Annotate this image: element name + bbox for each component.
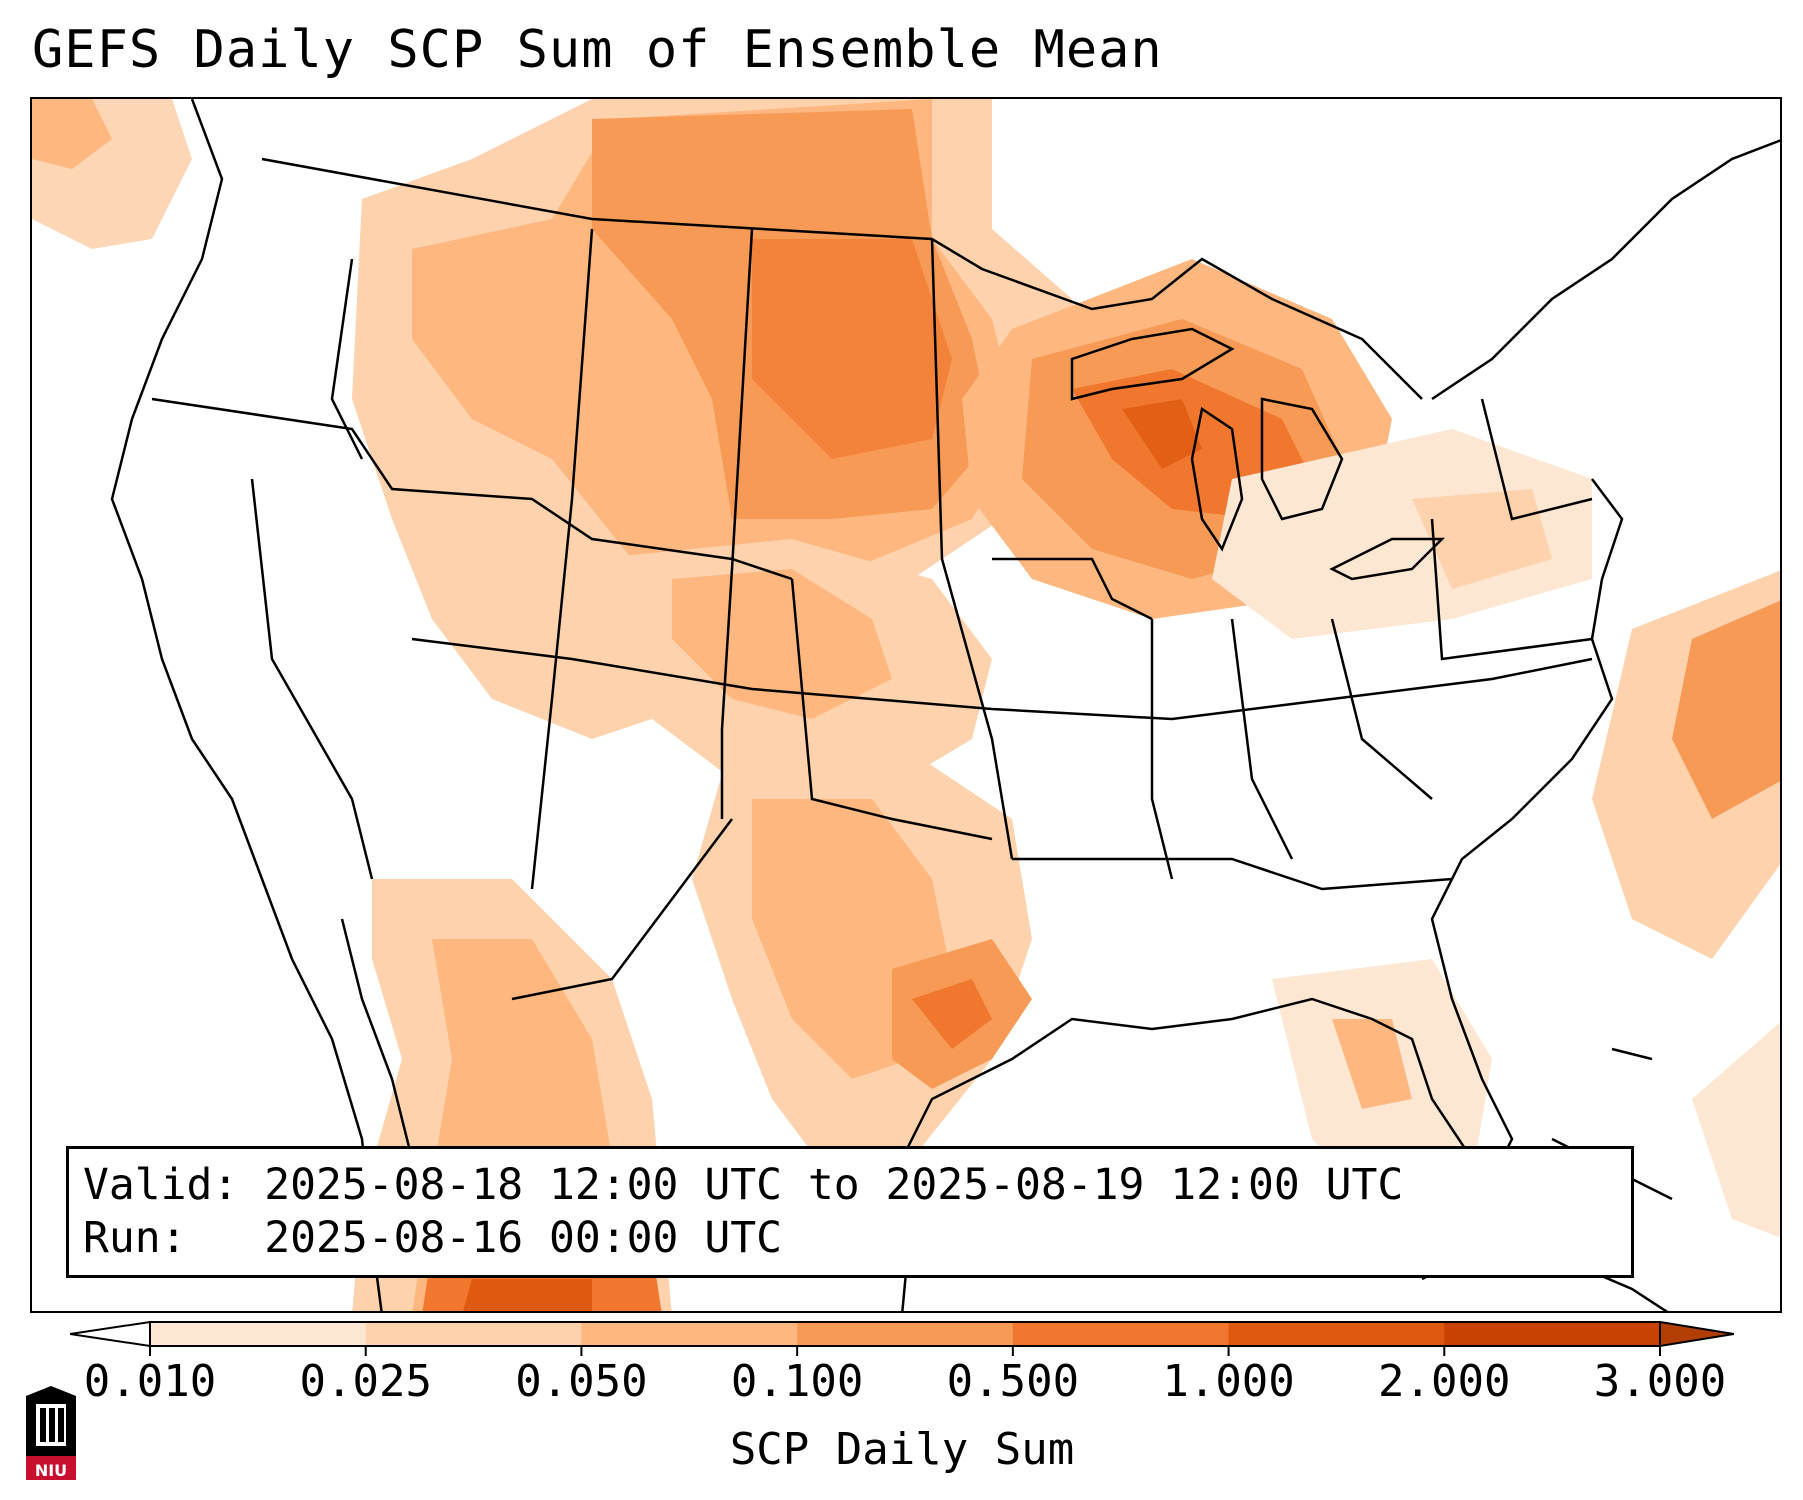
colorbar-tick-label: 0.500 [946, 1356, 1080, 1407]
coastlines-and-borders [110, 99, 1780, 1311]
colorbar-tick-label: 0.050 [515, 1356, 648, 1407]
colorbar-segment [1012, 1322, 1230, 1346]
colorbar-segments [149, 1321, 1661, 1347]
colorbar-tick-label: 0.100 [730, 1356, 864, 1407]
colorbar-extend-max [1659, 1320, 1734, 1348]
colorbar-tick-label: 0.010 [83, 1356, 217, 1407]
scp-shading [32, 99, 1780, 1311]
colorbar-tick-label: 2.000 [1378, 1356, 1511, 1407]
map-svg [32, 99, 1780, 1311]
run-time-text: Run: 2025-08-16 00:00 UTC [83, 1213, 782, 1263]
map-panel [30, 97, 1782, 1313]
colorbar-segment [150, 1322, 367, 1346]
chart-title: GEFS Daily SCP Sum of Ensemble Mean [32, 20, 1163, 80]
colorbar-tick-label: 0.025 [299, 1356, 432, 1407]
niu-logo-text: NIU [35, 1461, 67, 1480]
colorbar-segment [1444, 1322, 1661, 1346]
colorbar-extend-min [70, 1320, 151, 1348]
valid-run-info-box: Valid: 2025-08-18 12:00 UTC to 2025-08-1… [66, 1146, 1634, 1278]
colorbar-label: SCP Daily Sum [729, 1424, 1075, 1475]
colorbar-tick-label: 1.000 [1162, 1356, 1295, 1407]
colorbar-ticks [149, 1346, 1661, 1356]
colorbar-segment [1228, 1322, 1445, 1346]
colorbar-segment [581, 1322, 798, 1346]
colorbar-tick-label: 3.000 [1593, 1356, 1727, 1407]
colorbar-segment [797, 1322, 1014, 1346]
colorbar-segment [365, 1322, 582, 1346]
niu-logo: NIU [26, 1386, 76, 1480]
valid-time-text: Valid: 2025-08-18 12:00 UTC to 2025-08-1… [83, 1160, 1404, 1210]
colorbar [70, 1320, 1734, 1356]
